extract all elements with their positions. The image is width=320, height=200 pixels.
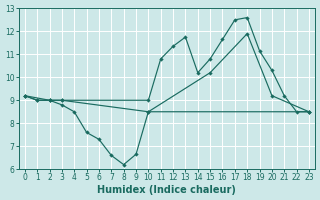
X-axis label: Humidex (Indice chaleur): Humidex (Indice chaleur) [98,185,236,195]
